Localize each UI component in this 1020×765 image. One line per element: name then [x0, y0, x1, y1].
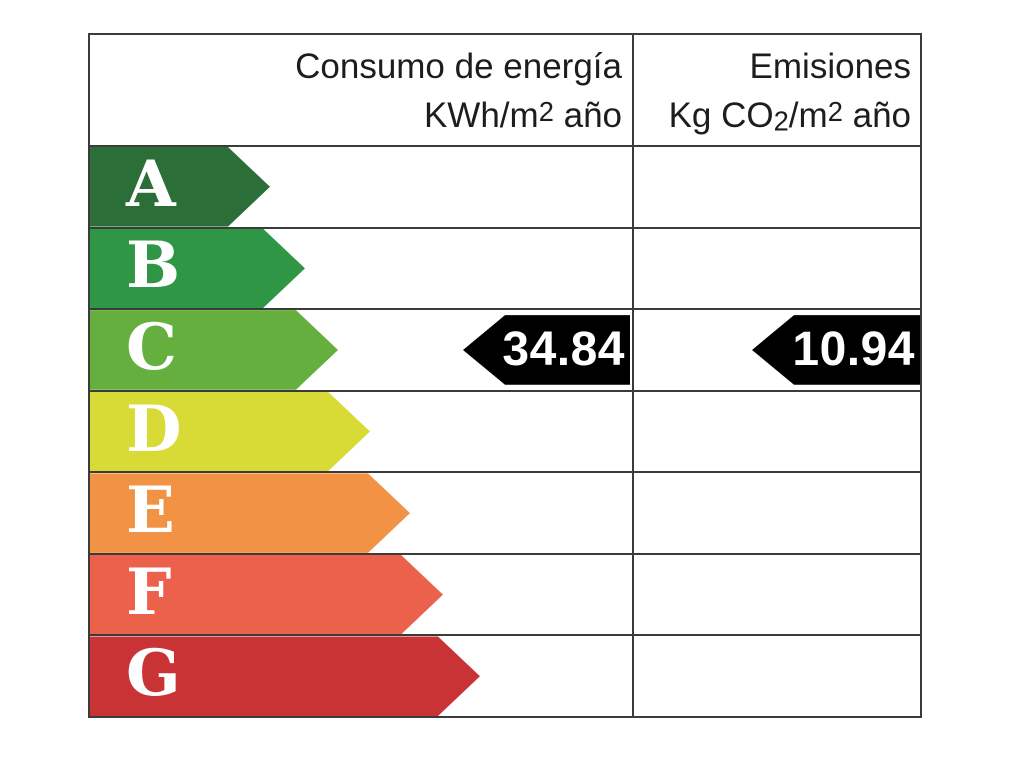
rating-letter-c: C	[126, 309, 177, 385]
rating-bar-e: E	[90, 473, 410, 553]
consumption-indicator-arrow: 34.84	[463, 315, 630, 385]
emissions-indicator-arrow: 10.94	[752, 315, 920, 385]
rating-letter-e: E	[126, 473, 175, 549]
header-row: Consumo de energía KWh/m2 año Emisiones …	[90, 35, 920, 147]
consumption-title: Consumo de energía	[295, 47, 622, 86]
rating-letter-b: B	[126, 228, 181, 304]
rating-bar-b: B	[90, 229, 305, 309]
rating-bar-c: C	[90, 310, 338, 390]
rating-row-c: C 34.84 10.94	[90, 310, 920, 392]
rating-row-g: G	[90, 636, 920, 716]
energy-label-table: Consumo de energía KWh/m2 año Emisiones …	[88, 33, 922, 718]
rating-row-f: F	[90, 555, 920, 637]
rating-bar-g: G	[90, 636, 480, 716]
consumption-value: 34.84	[502, 323, 625, 377]
rating-row-b: B	[90, 229, 920, 311]
rating-bar-d: D	[90, 392, 370, 472]
rating-bar-a: A	[90, 147, 270, 227]
rating-row-a: A	[90, 147, 920, 229]
consumption-unit: KWh/m2 año	[423, 96, 622, 135]
rating-letter-g: G	[126, 636, 181, 712]
header-emissions: Emisiones Kg CO2/m2 año	[634, 35, 920, 145]
rating-letter-a: A	[126, 146, 176, 222]
rating-row-e: E	[90, 473, 920, 555]
rating-row-d: D	[90, 392, 920, 474]
rating-letter-d: D	[126, 391, 182, 467]
header-consumption: Consumo de energía KWh/m2 año	[90, 35, 634, 145]
emissions-unit: Kg CO2/m2 año	[668, 96, 911, 137]
emissions-title: Emisiones	[749, 47, 911, 86]
rating-letter-f: F	[126, 554, 172, 630]
column-divider	[632, 35, 634, 716]
rating-bar-f: F	[90, 555, 443, 635]
emissions-value: 10.94	[792, 323, 915, 377]
